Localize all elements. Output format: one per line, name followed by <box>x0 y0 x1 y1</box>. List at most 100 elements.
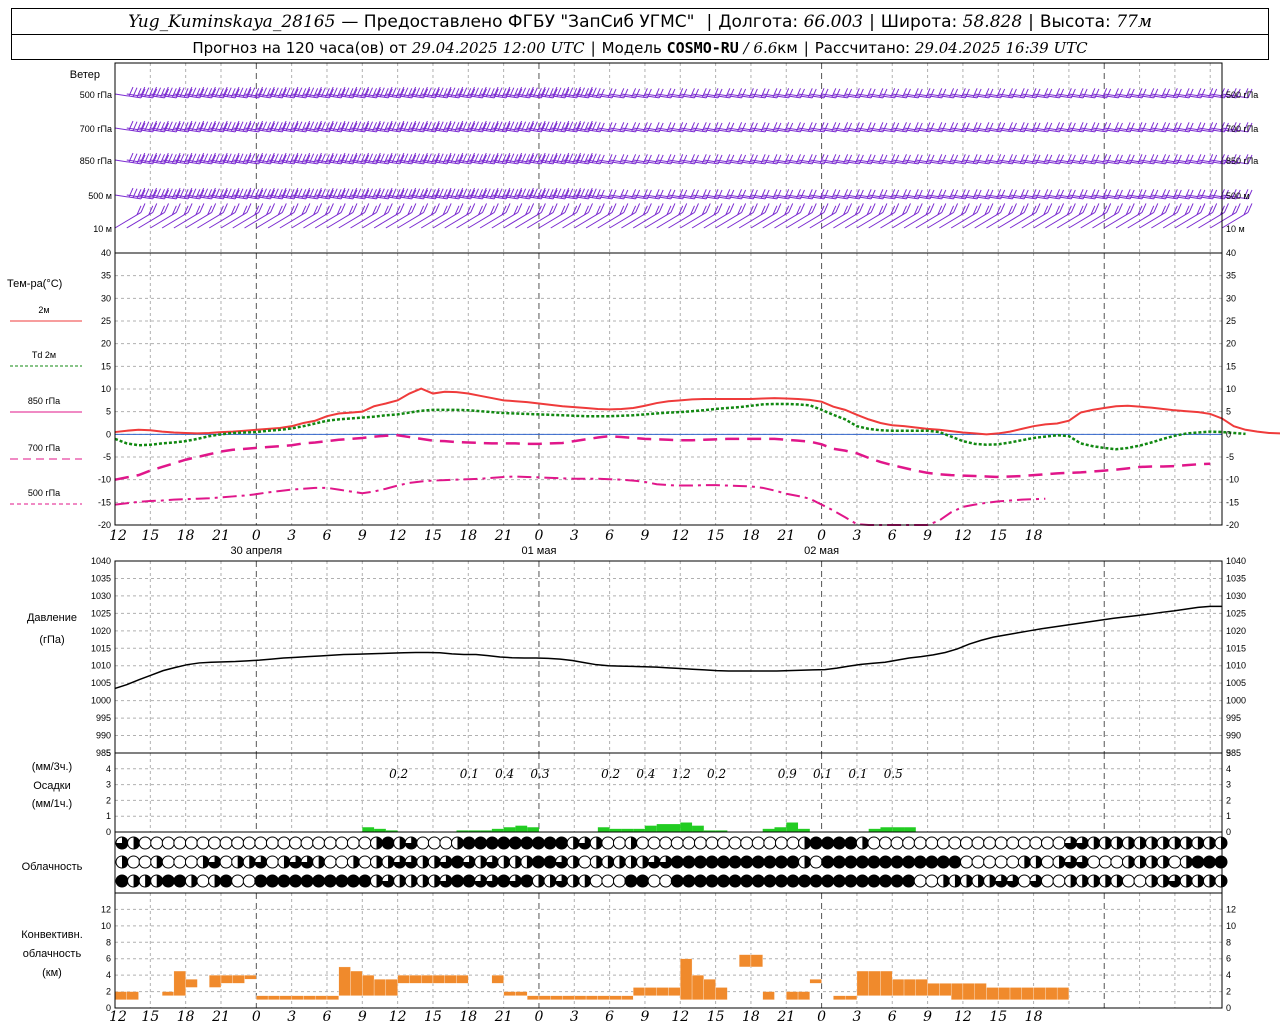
wind-barb <box>621 203 652 229</box>
wind-barb-shaft <box>821 93 848 99</box>
cloud-symbol <box>1098 855 1112 869</box>
x-tick-label: 9 <box>923 528 932 544</box>
wind-barb-flag <box>140 203 146 213</box>
cloud-full <box>752 875 765 887</box>
wind-barb-shaft <box>974 211 1001 229</box>
wind-barb-shaft <box>338 194 365 200</box>
cloud-symbol <box>346 855 360 869</box>
wind-barb-flag <box>1118 203 1123 213</box>
wind-barb-shaft <box>1221 194 1249 200</box>
wind-barb-shaft <box>762 211 789 229</box>
cloud-symbol <box>578 874 592 888</box>
cloud-symbol <box>612 855 626 869</box>
wind-barb-shaft <box>739 127 766 133</box>
cloud-symbol <box>913 836 927 850</box>
wind-barb-shaft <box>715 93 742 99</box>
wind-barb-shaft <box>880 211 907 229</box>
y-tick-label-right: 1040 <box>1226 556 1246 566</box>
cloud-circle <box>763 836 777 850</box>
wind-barb-shaft <box>374 93 401 99</box>
wind-barb-flag <box>482 203 487 213</box>
wind-barb-flag <box>631 205 637 216</box>
wind-barb-shaft <box>162 127 189 133</box>
wind-barb-shaft <box>197 211 224 229</box>
wind-barb-shaft <box>338 159 365 165</box>
cloud-half <box>1186 856 1193 868</box>
wind-barb-shaft <box>774 127 801 133</box>
wind-barb-shaft <box>1033 127 1060 133</box>
wind-barb-flag <box>136 205 142 216</box>
wind-barb-shaft <box>986 159 1013 165</box>
wind-barb-shaft <box>809 159 836 165</box>
y-tick-label-right: 0 <box>1226 827 1231 837</box>
wind-barb-shaft <box>680 93 707 99</box>
wind-barb-shaft <box>173 211 201 229</box>
y-tick-label: 5 <box>106 748 111 758</box>
x-tick-label: 6 <box>888 1009 897 1024</box>
cloud-symbol <box>346 874 360 888</box>
cloud-full <box>301 875 314 887</box>
wind-barb-shaft <box>421 127 448 133</box>
cloud-three-quarter <box>555 856 568 868</box>
wind-barb-shaft <box>1198 93 1225 99</box>
wind-barb-shaft <box>903 211 931 229</box>
wind-barb-shaft <box>833 194 860 200</box>
wind-barb-shaft <box>314 211 342 229</box>
cloud-symbol <box>705 836 719 850</box>
wind-barb-shaft <box>727 211 754 229</box>
cloud-symbol <box>578 855 592 869</box>
cloud-symbol <box>879 855 893 869</box>
cloud-symbol <box>277 874 291 888</box>
cloud-full <box>162 875 175 887</box>
cloud-half <box>1186 837 1193 849</box>
wind-barb-shaft <box>409 127 436 133</box>
wind-barb-shaft <box>1021 211 1049 229</box>
wind-barb-flag <box>925 205 931 216</box>
cloud-symbol <box>416 874 430 888</box>
x-tick-label: 12 <box>671 1009 689 1024</box>
cloud-symbol <box>300 836 314 850</box>
y-tick-label: 4 <box>106 970 111 980</box>
wind-barb-flag <box>1114 205 1119 216</box>
wind-barb <box>503 203 535 229</box>
conv-bar <box>892 979 905 996</box>
wind-barb-shaft <box>609 211 636 229</box>
cloud-symbol <box>913 874 927 888</box>
cloud-half <box>156 875 163 887</box>
conv-bar <box>1033 987 1046 1000</box>
cloud-symbol <box>612 836 626 850</box>
wind-barb-shaft <box>927 211 954 229</box>
wind-barb-shaft <box>232 159 259 165</box>
cloud-symbol <box>150 855 164 869</box>
cloud-symbol <box>1052 836 1066 850</box>
alt-value: 77м <box>1116 11 1152 32</box>
cloud-symbol <box>1017 874 1031 888</box>
conv-bar <box>456 974 469 984</box>
cloud-half <box>1151 875 1158 887</box>
wind-barb-flag <box>536 205 542 216</box>
wind-barb-shaft <box>209 159 236 165</box>
y-tick-label: 25 <box>101 316 111 326</box>
y-tick-label-right: 2 <box>1226 987 1231 997</box>
lon-value: 66.003 <box>803 11 864 32</box>
wind-barb-shaft <box>868 159 895 165</box>
wind-barb-shaft <box>279 93 306 99</box>
wind-barb-flag <box>800 203 805 213</box>
y-tick-label: 20 <box>101 339 111 349</box>
cloud-circle <box>890 836 904 850</box>
wind-barb-shaft <box>350 194 377 200</box>
cloud-half <box>596 856 603 868</box>
wind-barb-shaft <box>951 127 978 133</box>
wind-barb-shaft <box>1080 211 1107 229</box>
conv-bar <box>126 991 139 1000</box>
wind-barb <box>833 203 864 229</box>
y-tick-label: 985 <box>96 748 111 758</box>
wind-barb-shaft <box>868 127 895 133</box>
cloud-full <box>116 875 128 887</box>
y-tick-label: 6 <box>106 954 111 964</box>
wind-barb-flag <box>1055 205 1061 216</box>
wind-barb-flag <box>195 205 201 216</box>
cloud-symbol <box>1121 836 1135 850</box>
wind-barb-flag <box>336 205 342 216</box>
cloud-symbol <box>358 874 372 888</box>
